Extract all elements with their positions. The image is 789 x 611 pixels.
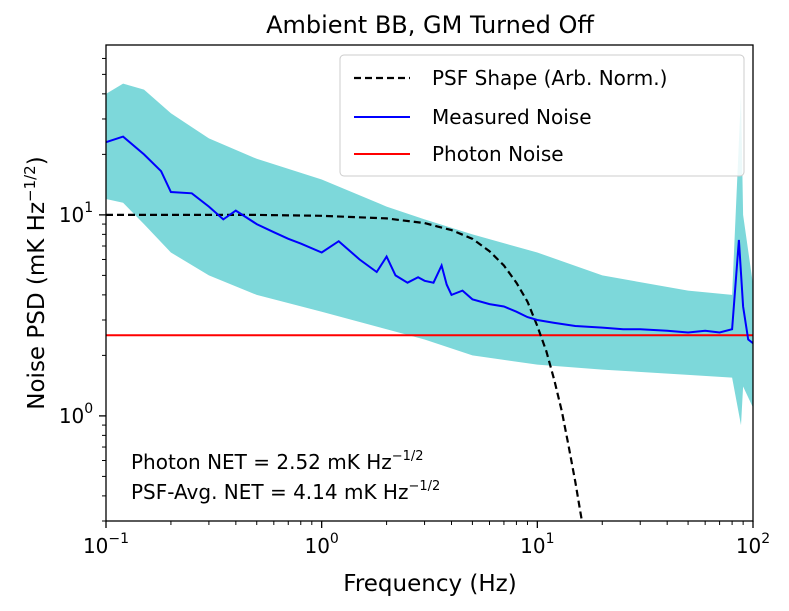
legend-measured-label: Measured Noise [432,105,592,129]
x-axis-ticks: 10−1 100 101 102 [83,521,770,558]
measured-noise-band [106,83,753,426]
chart-title: Ambient BB, GM Turned Off [266,11,594,39]
x-tick-label: 10−1 [83,531,129,558]
psf-shape-line [106,213,584,521]
legend: PSF Shape (Arb. Norm.) Measured Noise Ph… [339,54,745,177]
measured-noise-line [106,135,753,344]
plot-frame [105,44,754,522]
y-tick-label: 100 [59,401,93,428]
x-tick-label: 102 [736,531,770,558]
annotation-photon-net: Photon NET = 2.52 mK Hz−1/2 [131,449,424,474]
legend-photon-label: Photon Noise [432,142,564,166]
x-axis-label: Frequency (Hz) [343,571,516,597]
x-tick-label: 101 [520,531,554,558]
y-axis-label: Noise PSD (mK Hz−1/2) [21,156,50,409]
legend-box [339,54,745,177]
x-tick-label: 100 [304,531,338,558]
legend-psf-label: PSF Shape (Arb. Norm.) [432,66,667,90]
y-tick-label: 101 [59,200,93,227]
annotation-psf-net: PSF-Avg. NET = 4.14 mK Hz−1/2 [131,479,440,504]
y-axis-ticks: 100 101 [59,57,106,522]
